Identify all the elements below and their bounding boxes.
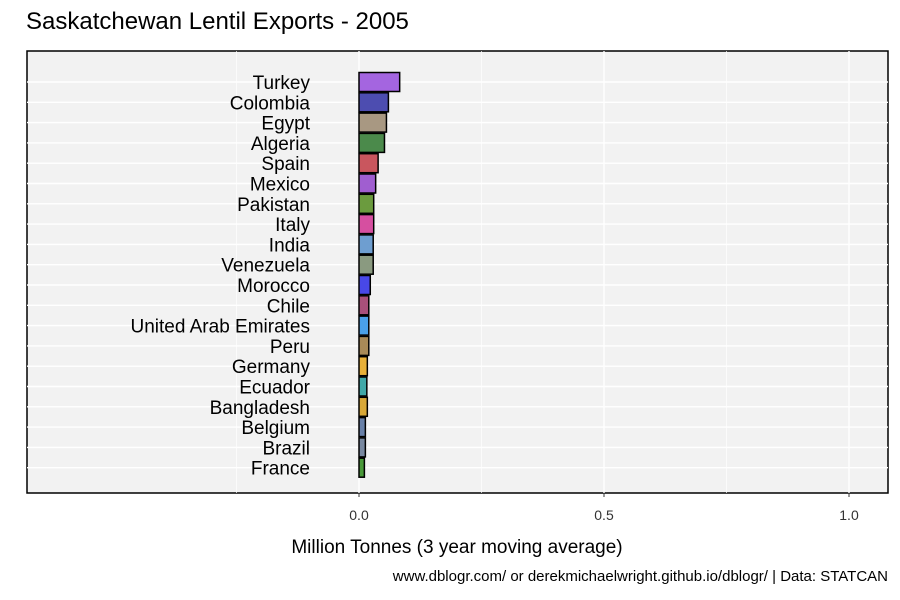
bar xyxy=(358,295,370,316)
bar xyxy=(358,193,375,215)
category-label: United Arab Emirates xyxy=(130,317,310,338)
bar xyxy=(358,173,377,194)
category-label: Egypt xyxy=(261,114,310,135)
x-axis-title: Million Tonnes (3 year moving average) xyxy=(291,537,622,558)
bar xyxy=(358,152,379,174)
x-tick-labels: 0.0 0.5 1.0 xyxy=(349,493,859,523)
bars xyxy=(358,71,401,478)
category-label: Morocco xyxy=(237,276,310,297)
bar xyxy=(358,254,374,275)
x-tick-label: 0.5 xyxy=(594,507,614,523)
plot-panel xyxy=(26,50,889,494)
category-label: Belgium xyxy=(241,418,310,439)
bar xyxy=(358,92,390,113)
x-tick-label: 0.0 xyxy=(349,507,369,523)
category-label: Chile xyxy=(267,296,310,317)
chart-title: Saskatchewan Lentil Exports - 2005 xyxy=(26,8,409,35)
category-label: Bangladesh xyxy=(210,398,310,419)
bar xyxy=(358,437,367,458)
category-label: Italy xyxy=(275,215,310,236)
caption: www.dblogr.com/ or derekmichaelwright.gi… xyxy=(392,568,888,585)
bar xyxy=(358,416,367,438)
category-label: Algeria xyxy=(251,134,311,155)
bar xyxy=(358,112,388,133)
bar xyxy=(358,335,370,357)
category-label: Mexico xyxy=(250,175,310,196)
bar xyxy=(358,396,369,418)
category-label: Pakistan xyxy=(237,195,310,216)
category-label: Spain xyxy=(261,154,310,175)
bar xyxy=(358,315,370,336)
category-label: Colombia xyxy=(230,93,311,114)
category-label: India xyxy=(269,235,311,256)
bar xyxy=(358,71,401,93)
category-label: France xyxy=(251,459,310,480)
x-tick-label: 1.0 xyxy=(839,507,859,523)
category-label: Ecuador xyxy=(239,378,310,399)
bar xyxy=(358,274,372,296)
bar xyxy=(358,457,366,478)
category-label: Germany xyxy=(232,357,311,378)
bar xyxy=(358,376,368,397)
category-label: Peru xyxy=(270,337,310,358)
bar xyxy=(358,234,374,255)
bar xyxy=(358,213,375,235)
category-label: Venezuela xyxy=(221,256,310,277)
bar xyxy=(358,355,369,377)
category-label: Turkey xyxy=(253,73,311,94)
bar xyxy=(358,132,386,154)
category-label: Brazil xyxy=(262,438,310,459)
category-labels: TurkeyColombiaEgyptAlgeriaSpainMexicoPak… xyxy=(130,73,310,480)
